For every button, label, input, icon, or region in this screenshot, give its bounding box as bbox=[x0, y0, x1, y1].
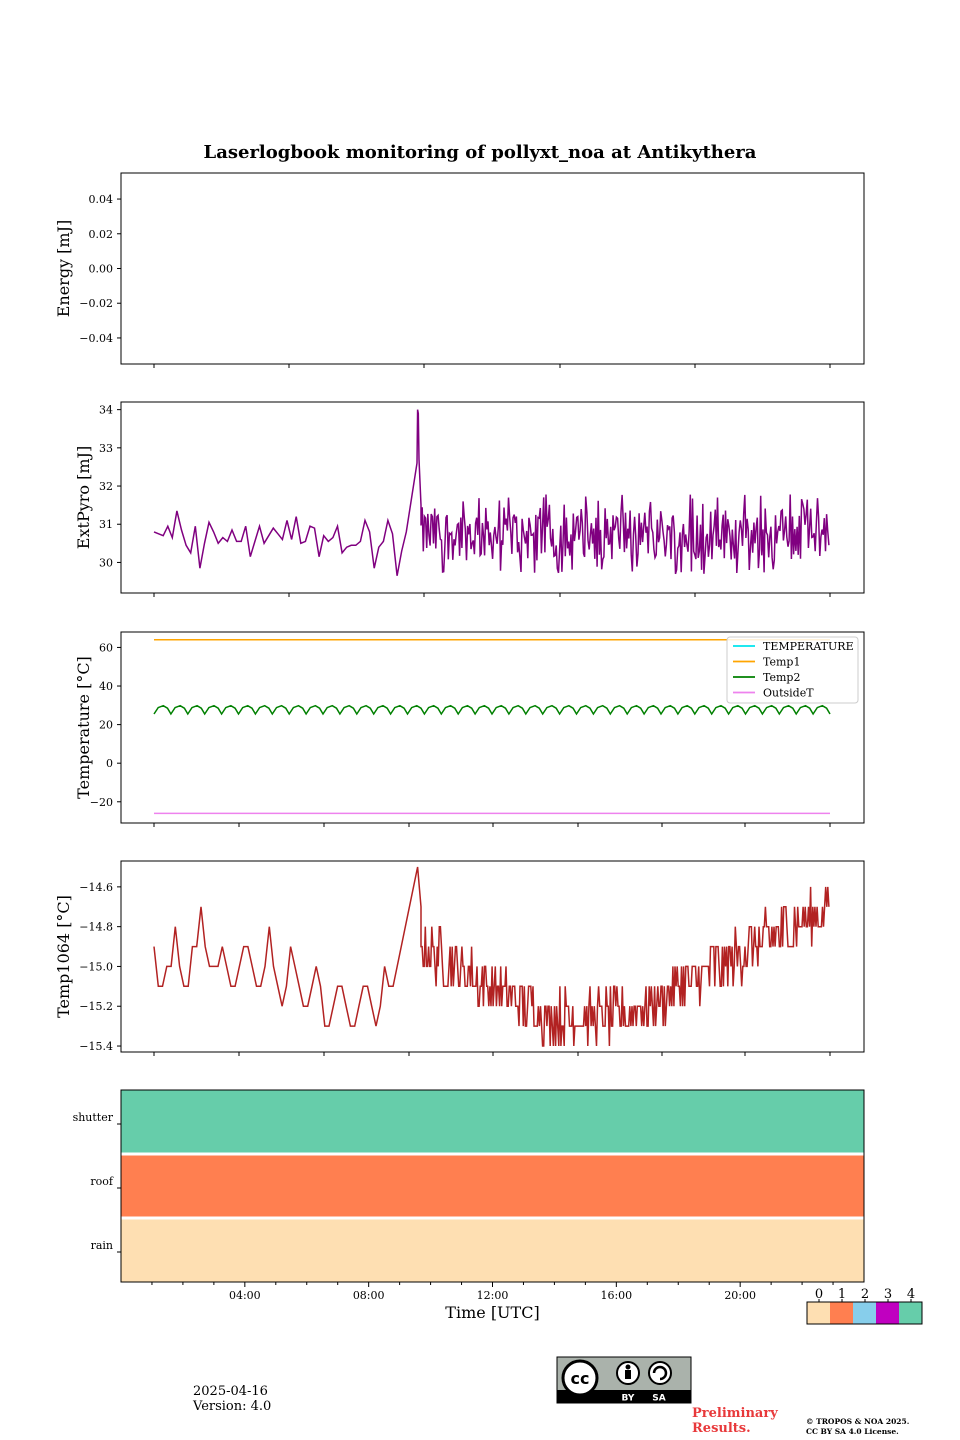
ytick-label: 40 bbox=[99, 680, 113, 693]
ytick-label: 20 bbox=[99, 719, 113, 732]
legend-label: Temp2 bbox=[763, 671, 800, 684]
plot-frame bbox=[120, 172, 865, 365]
chart-title: Laserlogbook monitoring of pollyxt_noa a… bbox=[204, 142, 757, 163]
status-row-rain bbox=[121, 1218, 864, 1282]
legend-label: Temp1 bbox=[763, 656, 800, 669]
cc-sa-label: SA bbox=[652, 1394, 665, 1404]
ytick-label: −15.2 bbox=[79, 1000, 113, 1013]
ytick-label: −15.4 bbox=[79, 1040, 113, 1053]
cc-license-logo: cc BY SA bbox=[556, 1356, 692, 1404]
ylabel-extpyro: ExtPyro [mJ] bbox=[74, 446, 93, 549]
temp1064-line bbox=[153, 866, 830, 1047]
colorbar-tick-label: 2 bbox=[861, 1287, 869, 1302]
panel-temp1064: −14.6 −14.8 −15.0 −15.2 −15.4 Temp1064 [°C] bbox=[54, 860, 865, 1056]
temp2-line bbox=[153, 704, 831, 716]
xtick-label: 12:00 bbox=[477, 1289, 509, 1302]
ytick-label: −14.8 bbox=[79, 921, 113, 934]
colorbar-cell-1 bbox=[830, 1302, 853, 1324]
status-row-roof bbox=[121, 1154, 864, 1218]
copyright-note: © TROPOS & NOA 2025. CC BY SA 4.0 Licens… bbox=[806, 1417, 909, 1437]
ytick-label: 32 bbox=[99, 480, 113, 493]
copyright-line1: © TROPOS & NOA 2025. bbox=[806, 1417, 910, 1426]
ytick-label: 0.00 bbox=[89, 263, 114, 276]
svg-text:cc: cc bbox=[571, 1369, 590, 1388]
panel-extpyro: 30 31 32 33 34 ExtPyro [mJ] bbox=[74, 401, 865, 597]
legend-label: OutsideT bbox=[763, 687, 814, 700]
colorbar-tick-label: 3 bbox=[884, 1287, 892, 1302]
ytick-label: 60 bbox=[99, 641, 113, 654]
status-row-label: rain bbox=[91, 1239, 113, 1252]
colorbar-cell-3 bbox=[876, 1302, 899, 1324]
legend: TEMPERATURE Temp1 Temp2 OutsideT bbox=[726, 636, 859, 704]
colorbar-cell-4 bbox=[899, 1302, 922, 1324]
colorbar-cell-2 bbox=[853, 1302, 876, 1324]
plot-frame bbox=[120, 631, 865, 824]
ylabel-energy: Energy [mJ] bbox=[54, 220, 73, 318]
plot-frame bbox=[120, 401, 865, 594]
ytick-label: 31 bbox=[99, 518, 113, 531]
ylabel-temp1064: Temp1064 [°C] bbox=[54, 895, 73, 1018]
ytick-label: −14.6 bbox=[79, 881, 113, 894]
ytick-label: −15.0 bbox=[79, 960, 113, 973]
panel-energy: 0.04 0.02 0.00 −0.02 −0.04 Energy [mJ] bbox=[54, 172, 865, 368]
plot-frame bbox=[120, 860, 865, 1053]
date-version-block: 2025-04-16 Version: 4.0 bbox=[193, 1384, 271, 1414]
ytick-label: −20 bbox=[90, 796, 113, 809]
extpyro-line bbox=[153, 409, 830, 576]
ytick-label: 34 bbox=[99, 404, 113, 417]
colorbar-cell-0 bbox=[807, 1302, 830, 1324]
ytick-label: −0.02 bbox=[79, 297, 113, 310]
ytick-label: 0.04 bbox=[89, 193, 114, 206]
ytick-label: −0.04 bbox=[79, 332, 113, 345]
cc-by-label: BY bbox=[622, 1394, 635, 1404]
preliminary-note: Preliminary Results. bbox=[692, 1406, 778, 1436]
status-row-shutter bbox=[121, 1090, 864, 1154]
xlabel: Time [UTC] bbox=[445, 1303, 539, 1322]
ylabel-temperature: Temperature [°C] bbox=[74, 656, 93, 799]
colorbar-tick-label: 1 bbox=[838, 1287, 846, 1302]
preliminary-line1: Preliminary bbox=[692, 1406, 778, 1421]
xtick-label: 08:00 bbox=[353, 1289, 385, 1302]
preliminary-line2: Results. bbox=[692, 1421, 751, 1436]
copyright-line2: CC BY SA 4.0 License. bbox=[806, 1427, 899, 1436]
xtick-label: 16:00 bbox=[600, 1289, 632, 1302]
plot-date: 2025-04-16 bbox=[193, 1384, 268, 1399]
version-label: Version: 4.0 bbox=[193, 1399, 272, 1414]
xtick-label: 20:00 bbox=[724, 1289, 756, 1302]
status-row-label: shutter bbox=[73, 1111, 114, 1124]
panel-status: shutter roof rain 04:00 08:00 12:00 16:00 20:00… bbox=[73, 1089, 865, 1322]
colorbar-tick-label: 4 bbox=[907, 1287, 915, 1302]
xtick-label: 04:00 bbox=[229, 1289, 261, 1302]
legend-label: TEMPERATURE bbox=[763, 640, 854, 653]
colorbar-tick-label: 0 bbox=[815, 1287, 823, 1302]
ytick-label: 33 bbox=[99, 442, 113, 455]
ytick-label: 0 bbox=[106, 757, 113, 770]
status-row-label: roof bbox=[90, 1175, 114, 1188]
ytick-label: 0.02 bbox=[89, 228, 114, 241]
ytick-label: 30 bbox=[99, 556, 113, 569]
legend-box bbox=[726, 636, 859, 704]
